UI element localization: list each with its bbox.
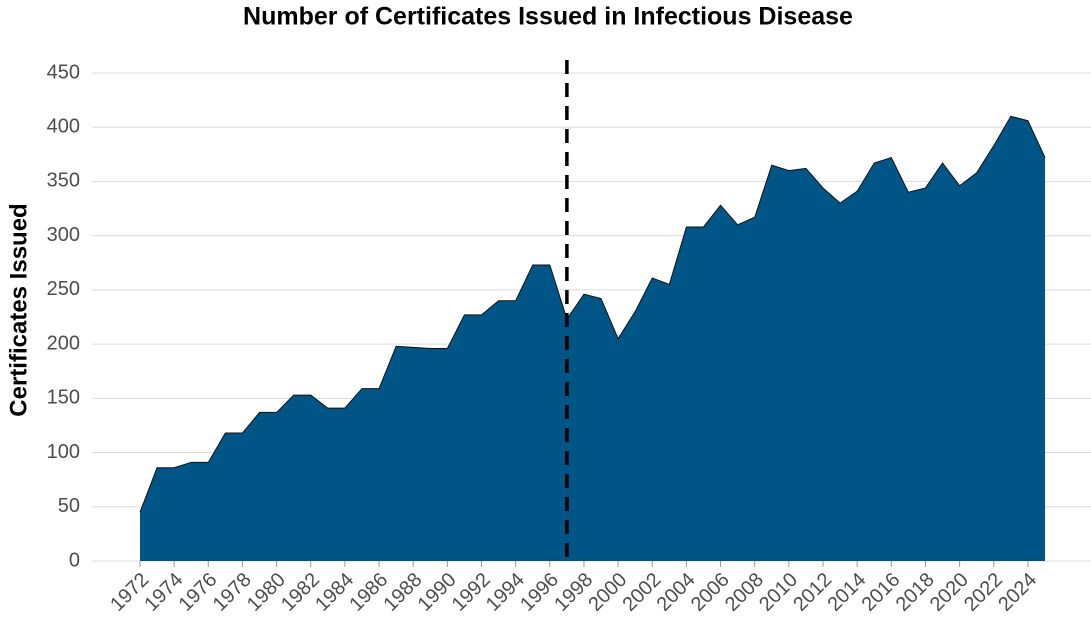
- x-tick-label: 1980: [243, 569, 290, 616]
- x-tick-label: 1978: [209, 569, 256, 616]
- y-axis-title: Certificates Issued: [5, 203, 32, 416]
- y-tick-label: 250: [47, 278, 80, 300]
- x-tick-label: 2012: [789, 569, 836, 616]
- x-tick-label: 2010: [755, 569, 802, 616]
- x-tick-label: 1994: [482, 569, 529, 616]
- x-tick-label: 1992: [448, 569, 495, 616]
- x-tick-label: 2020: [926, 569, 973, 616]
- area: [140, 116, 1045, 561]
- y-tick-label: 400: [47, 116, 80, 138]
- area-outline: [139, 115, 1046, 513]
- x-tick-label: 1972: [106, 569, 153, 616]
- x-tick-label: 2006: [687, 569, 734, 616]
- y-tick-label: 50: [58, 495, 80, 517]
- y-tick-label: 450: [47, 61, 80, 83]
- x-tick-label: 1982: [277, 569, 324, 616]
- x-tick-label: 1996: [516, 569, 563, 616]
- x-tick-label: 1990: [414, 569, 461, 616]
- y-tick-label: 200: [47, 332, 80, 354]
- x-tick-label: 1988: [379, 569, 426, 616]
- y-tick-label: 150: [47, 387, 80, 409]
- x-tick-label: 2000: [584, 569, 631, 616]
- x-tick-label: 2016: [858, 569, 905, 616]
- x-tick-label: 2024: [994, 569, 1041, 616]
- x-tick-label: 1986: [345, 569, 392, 616]
- x-tick-label: 2004: [653, 569, 700, 616]
- chart-title: Number of Certificates Issued in Infecti…: [243, 3, 853, 31]
- x-tick-label: 2014: [823, 569, 870, 616]
- y-tick-label: 0: [69, 549, 80, 571]
- x-tick-label: 2022: [960, 569, 1007, 616]
- x-tick-label: 1974: [140, 569, 187, 616]
- x-tick-label: 1976: [175, 569, 222, 616]
- y-tick-label: 350: [47, 170, 80, 192]
- x-tick-label: 2002: [619, 569, 666, 616]
- x-tick-label: 1984: [311, 569, 358, 616]
- x-tick-label: 2008: [721, 569, 768, 616]
- x-tick-label: 2018: [892, 569, 939, 616]
- y-tick-label: 300: [47, 224, 80, 246]
- x-tick-label: 1998: [550, 569, 597, 616]
- y-tick-label: 100: [47, 441, 80, 463]
